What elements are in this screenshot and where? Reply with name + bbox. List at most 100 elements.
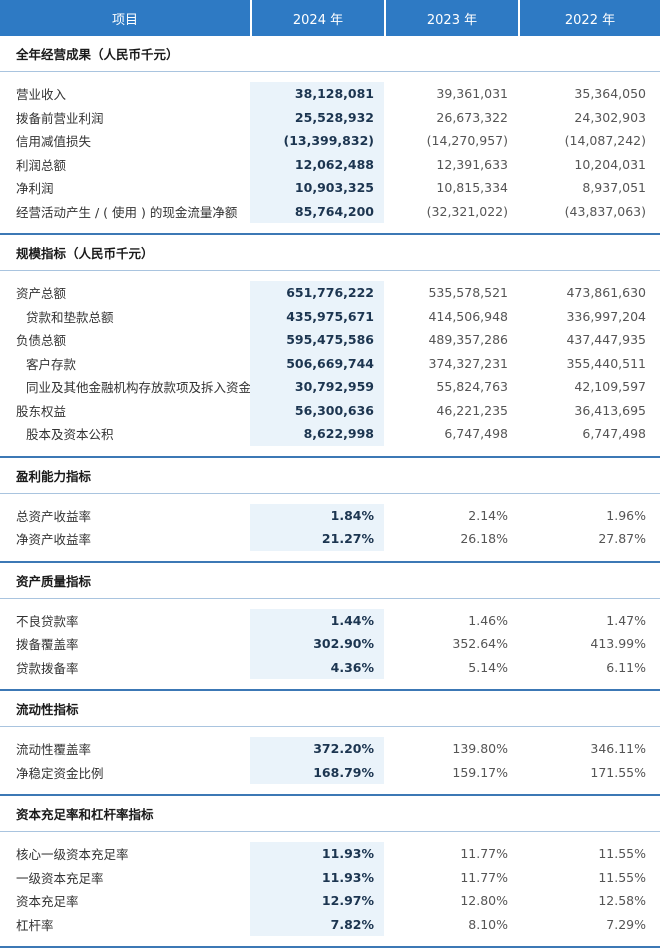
value-2023: 6,747,498 — [444, 426, 508, 442]
value-2023: 374,327,231 — [428, 355, 508, 371]
section-title: 全年经营成果（人民币千元） — [0, 36, 660, 72]
value-2024: 30,792,959 — [250, 375, 384, 399]
value-2024: 4.36% — [250, 655, 384, 679]
table-row: 拨备覆盖率 302.90% 352.64% 413.99% — [0, 632, 660, 656]
section-spacer — [0, 832, 660, 842]
row-label: 经营活动产生 / ( 使用 ) 的现金流量净额 — [16, 204, 238, 220]
table-row: 净利润 10,903,325 10,815,334 8,937,051 — [0, 176, 660, 200]
value-2024: 38,128,081 — [250, 82, 384, 106]
row-label: 杠杆率 — [16, 917, 54, 933]
value-2022: 355,440,511 — [566, 355, 646, 371]
value-2024: 85,764,200 — [250, 199, 384, 223]
table-row: 资产总额 651,776,222 535,578,521 473,861,630 — [0, 281, 660, 305]
header-item: 项目 — [0, 0, 250, 36]
section-divider — [0, 446, 660, 458]
value-2022: 437,447,935 — [566, 332, 646, 348]
table-row: 客户存款 506,669,744 374,327,231 355,440,511 — [0, 351, 660, 375]
section-title: 流动性指标 — [0, 691, 660, 727]
value-2022: 11.55% — [598, 846, 646, 862]
row-label: 信用减值损失 — [16, 134, 92, 150]
section-spacer — [0, 494, 660, 504]
table-header: 项目 2024 年 2023 年 2022 年 — [0, 0, 660, 36]
row-label: 总资产收益率 — [16, 508, 92, 524]
value-2023: 1.46% — [468, 612, 508, 628]
value-2022: (14,087,242) — [564, 133, 646, 149]
section-divider — [0, 223, 660, 235]
value-2024: 595,475,586 — [250, 328, 384, 352]
table-row: 信用减值损失 (13,399,832) (14,270,957) (14,087,24… — [0, 129, 660, 153]
value-2022: 11.55% — [598, 869, 646, 885]
value-2022: 35,364,050 — [574, 86, 646, 102]
table-row: 经营活动产生 / ( 使用 ) 的现金流量净额 85,764,200 (32,321… — [0, 199, 660, 223]
table-row: 一级资本充足率 11.93% 11.77% 11.55% — [0, 865, 660, 889]
value-2023: 26.18% — [460, 531, 508, 547]
section-spacer — [0, 72, 660, 82]
table-row: 负债总额 595,475,586 489,357,286 437,447,935 — [0, 328, 660, 352]
table-row: 总资产收益率 1.84% 2.14% 1.96% — [0, 503, 660, 527]
value-2023: 12.80% — [460, 893, 508, 909]
value-2023: 8.10% — [468, 916, 508, 932]
row-label: 一级资本充足率 — [16, 870, 104, 886]
value-2022: 413.99% — [590, 636, 646, 652]
table-row: 股东权益 56,300,636 46,221,235 36,413,695 — [0, 398, 660, 422]
value-2023: 11.77% — [460, 869, 508, 885]
value-2023: 55,824,763 — [436, 379, 508, 395]
table-row: 利润总额 12,062,488 12,391,633 10,204,031 — [0, 152, 660, 176]
value-2023: 139.80% — [452, 741, 508, 757]
value-2023: 5.14% — [468, 659, 508, 675]
row-label: 资产总额 — [16, 286, 67, 302]
table-row: 拨备前营业利润 25,528,932 26,673,322 24,302,903 — [0, 105, 660, 129]
table-row: 核心一级资本充足率 11.93% 11.77% 11.55% — [0, 842, 660, 866]
value-2024: 372.20% — [250, 737, 384, 761]
value-2023: (14,270,957) — [426, 133, 508, 149]
value-2022: 171.55% — [590, 764, 646, 780]
value-2023: 11.77% — [460, 846, 508, 862]
section-title: 规模指标（人民币千元） — [0, 235, 660, 271]
value-2022: 10,204,031 — [574, 156, 646, 172]
value-2022: 42,109,597 — [574, 379, 646, 395]
row-label: 股东权益 — [16, 403, 67, 419]
row-label: 负债总额 — [16, 333, 67, 349]
row-label: 流动性覆盖率 — [16, 742, 92, 758]
value-2022: 27.87% — [598, 531, 646, 547]
section-spacer — [0, 727, 660, 737]
value-2024: 11.93% — [250, 842, 384, 866]
value-2022: 6.11% — [606, 659, 646, 675]
header-year-2023: 2023 年 — [384, 0, 518, 36]
section-divider — [0, 551, 660, 563]
value-2023: 26,673,322 — [436, 109, 508, 125]
value-2022: 6,747,498 — [582, 426, 646, 442]
row-label: 拨备前营业利润 — [16, 110, 104, 126]
table-row: 净资产收益率 21.27% 26.18% 27.87% — [0, 527, 660, 551]
table-row: 贷款和垫款总额 435,975,671 414,506,948 336,997,204 — [0, 304, 660, 328]
row-label: 资本充足率 — [16, 894, 79, 910]
value-2022: 1.47% — [606, 612, 646, 628]
row-label: 核心一级资本充足率 — [16, 847, 129, 863]
value-2023: 10,815,334 — [436, 180, 508, 196]
value-2023: 159.17% — [452, 764, 508, 780]
value-2022: 1.96% — [606, 507, 646, 523]
row-label: 营业收入 — [16, 87, 67, 103]
value-2024: 1.44% — [250, 608, 384, 632]
row-label: 股本及资本公积 — [26, 427, 114, 443]
value-2022: 473,861,630 — [566, 285, 646, 301]
value-2024: 506,669,744 — [250, 351, 384, 375]
value-2022: 8,937,051 — [582, 180, 646, 196]
value-2022: 24,302,903 — [574, 109, 646, 125]
value-2024: 435,975,671 — [250, 304, 384, 328]
row-label: 净利润 — [16, 181, 54, 197]
table-row: 营业收入 38,128,081 39,361,031 35,364,050 — [0, 82, 660, 106]
table-row: 杠杆率 7.82% 8.10% 7.29% — [0, 912, 660, 936]
value-2024: 302.90% — [250, 632, 384, 656]
value-2023: 39,361,031 — [436, 86, 508, 102]
section-divider — [0, 784, 660, 796]
value-2023: 12,391,633 — [436, 156, 508, 172]
value-2023: 535,578,521 — [428, 285, 508, 301]
value-2024: 12,062,488 — [250, 152, 384, 176]
table-row: 同业及其他金融机构存放款项及拆入资金 30,792,959 55,824,763 42… — [0, 375, 660, 399]
section-title: 资产质量指标 — [0, 563, 660, 599]
value-2023: 352.64% — [452, 636, 508, 652]
value-2024: 56,300,636 — [250, 398, 384, 422]
value-2024: 11.93% — [250, 865, 384, 889]
